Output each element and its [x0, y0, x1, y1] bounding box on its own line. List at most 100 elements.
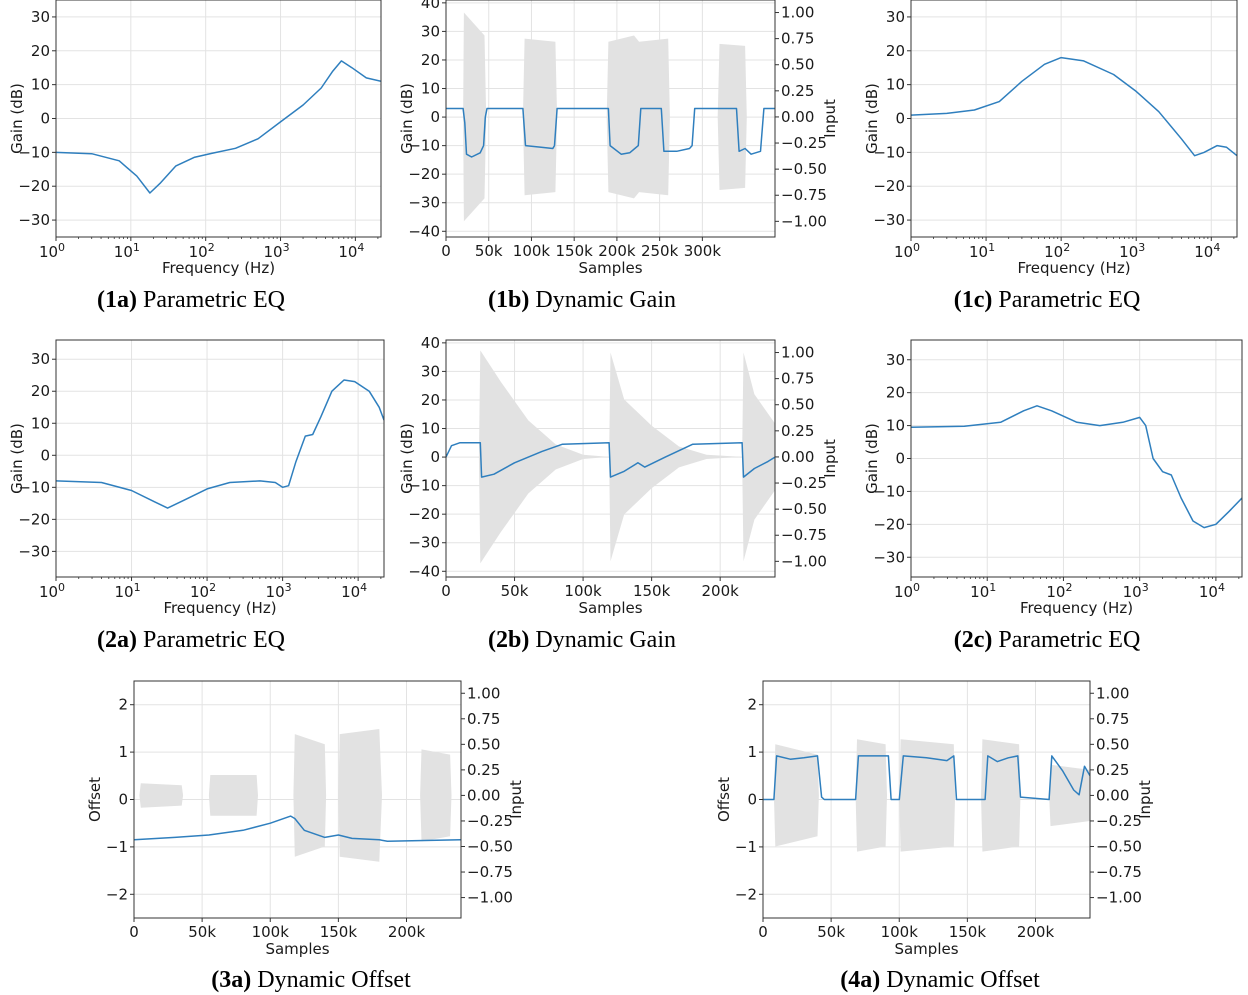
- y-tick-label: −20: [408, 165, 440, 183]
- x-tick-label: 150k: [949, 923, 987, 941]
- y2-tick-label: 0.50: [1096, 735, 1129, 753]
- y-tick-label: −10: [408, 137, 440, 155]
- chart-caption: (4a) Dynamic Offset: [840, 967, 1040, 993]
- y-tick-label: 20: [31, 382, 50, 400]
- y2-tick-label: −0.50: [781, 160, 827, 178]
- x-tick-label: 150k: [556, 242, 594, 260]
- y2-tick-label: 1.00: [1096, 684, 1129, 702]
- x-tick-label: 100: [39, 581, 65, 601]
- y-tick-label: −2: [735, 885, 757, 903]
- y-tick-label: 30: [31, 350, 50, 368]
- y-tick-label: −10: [408, 477, 440, 495]
- y2-tick-label: −1.00: [1096, 889, 1142, 907]
- x-axis-label: Samples: [265, 940, 329, 958]
- chart-caption: (2b) Dynamic Gain: [488, 627, 676, 653]
- x-tick-label: 102: [1046, 581, 1072, 601]
- y2-tick-label: −0.50: [467, 837, 513, 855]
- chart-2c: 100 101 102 103 104 −30 −20 −10 0 10 20 30 Frequency…: [863, 339, 1243, 653]
- y-tick-label: 0: [118, 791, 128, 809]
- input-envelope: [446, 350, 775, 564]
- y-tick-label: 0: [430, 448, 440, 466]
- chart-2b: 0 50k 100k 150k 200k −40 −30 −20 −10 0 10 20 30 40 −1.…: [398, 334, 839, 653]
- y-tick-label: −20: [873, 515, 905, 533]
- plot-frame: [55, 339, 385, 578]
- x-tick-label: 200k: [598, 242, 636, 260]
- series-line: [446, 442, 775, 478]
- input-envelope: [134, 729, 461, 862]
- y2-tick-label: −0.75: [781, 186, 827, 204]
- x-tick-label: 200k: [1017, 923, 1055, 941]
- y2-tick-label: 1.00: [781, 344, 814, 362]
- y-tick-label: −40: [408, 562, 440, 580]
- y-axis-label: Gain (dB): [398, 423, 416, 494]
- y2-axis-label: Input: [821, 99, 839, 138]
- x-tick-label: 104: [338, 241, 364, 261]
- y-tick-label: −2: [106, 885, 128, 903]
- y-tick-label: 20: [886, 384, 905, 402]
- chart-caption: (2a) Parametric EQ: [97, 627, 285, 653]
- x-axis-label: Samples: [894, 940, 958, 958]
- plot-frame: [445, 339, 776, 578]
- y-tick-label: −1: [106, 838, 128, 856]
- y-tick-label: −10: [873, 143, 905, 161]
- y-tick-label: 30: [421, 362, 440, 380]
- y2-tick-label: 0.75: [781, 30, 814, 48]
- y-tick-label: −30: [873, 548, 905, 566]
- chart-caption: (1c) Parametric EQ: [954, 287, 1141, 313]
- y2-tick-label: −0.25: [781, 134, 827, 152]
- y-tick-label: −30: [408, 194, 440, 212]
- x-tick-label: 100k: [564, 582, 602, 600]
- y-tick-label: 10: [31, 414, 50, 432]
- input-envelope: [446, 12, 775, 222]
- x-axis-label: Samples: [578, 599, 642, 617]
- y-axis-label: Gain (dB): [8, 83, 26, 154]
- y2-tick-label: 0.25: [781, 422, 814, 440]
- x-tick-label: 0: [441, 582, 451, 600]
- y-tick-label: 10: [886, 417, 905, 435]
- x-tick-label: 100k: [252, 923, 290, 941]
- x-tick-label: 50k: [501, 582, 529, 600]
- x-axis-label: Frequency (Hz): [162, 259, 275, 277]
- y2-tick-label: −1.00: [781, 552, 827, 570]
- series-line: [134, 815, 461, 842]
- y-tick-label: −20: [18, 510, 50, 528]
- y-tick-label: −10: [18, 478, 50, 496]
- y-tick-label: −1: [735, 838, 757, 856]
- x-tick-label: 0: [129, 923, 139, 941]
- y-axis-label: Gain (dB): [398, 83, 416, 154]
- y2-tick-label: 0.00: [1096, 786, 1129, 804]
- y-tick-label: 30: [31, 8, 50, 26]
- series-line: [56, 60, 381, 194]
- y-tick-label: −40: [408, 222, 440, 240]
- y-tick-label: 0: [747, 791, 757, 809]
- x-tick-label: 103: [1119, 241, 1145, 261]
- y2-tick-label: −0.50: [781, 500, 827, 518]
- x-tick-label: 0: [441, 242, 451, 260]
- x-tick-label: 101: [114, 581, 140, 601]
- series-line: [911, 56, 1237, 157]
- y2-tick-label: 1.00: [467, 684, 500, 702]
- y2-tick-label: 0.75: [781, 370, 814, 388]
- x-tick-label: 50k: [817, 923, 845, 941]
- y-tick-label: 40: [421, 334, 440, 352]
- y-tick-label: 10: [421, 420, 440, 438]
- y-tick-label: 0: [40, 446, 50, 464]
- y-tick-label: 40: [421, 0, 440, 12]
- y2-tick-label: 0.25: [1096, 761, 1129, 779]
- plot-frame: [445, 0, 776, 238]
- y-tick-label: −30: [408, 534, 440, 552]
- x-tick-label: 103: [263, 241, 289, 261]
- chart-2a: 100 101 102 103 104 −30 −20 −10 0 10 20 30 Frequency…: [8, 339, 385, 653]
- y2-tick-label: −0.75: [467, 863, 513, 881]
- x-tick-label: 100k: [513, 242, 551, 260]
- x-tick-label: 300k: [684, 242, 722, 260]
- y2-tick-label: 0.00: [781, 108, 814, 126]
- y-tick-label: 20: [421, 51, 440, 69]
- y-tick-label: 20: [886, 42, 905, 60]
- y2-tick-label: 0.75: [467, 710, 500, 728]
- x-axis-label: Frequency (Hz): [1017, 259, 1130, 277]
- x-axis-label: Frequency (Hz): [1020, 599, 1133, 617]
- chart-caption: (3a) Dynamic Offset: [211, 967, 411, 993]
- y2-tick-label: −0.50: [1096, 837, 1142, 855]
- y-tick-label: −30: [18, 211, 50, 229]
